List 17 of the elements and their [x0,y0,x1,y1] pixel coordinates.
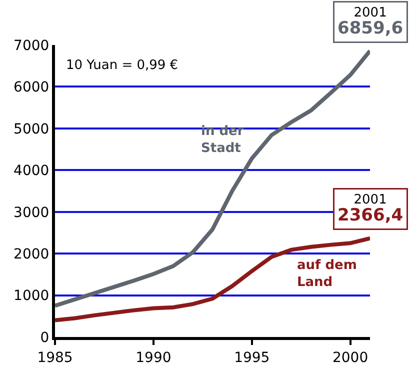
x-tick-label: 1990 [136,350,172,366]
x-tick-label: 1995 [234,350,270,366]
y-tick-label: 6000 [14,80,50,96]
annotation: 2001 6859,6 [338,6,404,38]
y-tick-label: 4000 [14,163,50,180]
x-tick-label: 1985 [37,350,73,366]
annotation: 2001 2366,4 [338,192,404,226]
line-series [55,236,370,322]
annotation: 10 Yuan = 0,99 € [66,58,178,73]
y-tick-label: 0 [40,330,50,346]
x-tick-label: 2000 [332,350,368,366]
y-tick-label: 2000 [14,246,50,262]
y-tick-label: 5000 [14,121,50,138]
series-label: auf dem Land [297,258,357,290]
y-tick-label: 1000 [14,288,50,304]
y-tick-label: 3000 [14,204,50,221]
y-tick-label: 7000 [14,38,50,54]
